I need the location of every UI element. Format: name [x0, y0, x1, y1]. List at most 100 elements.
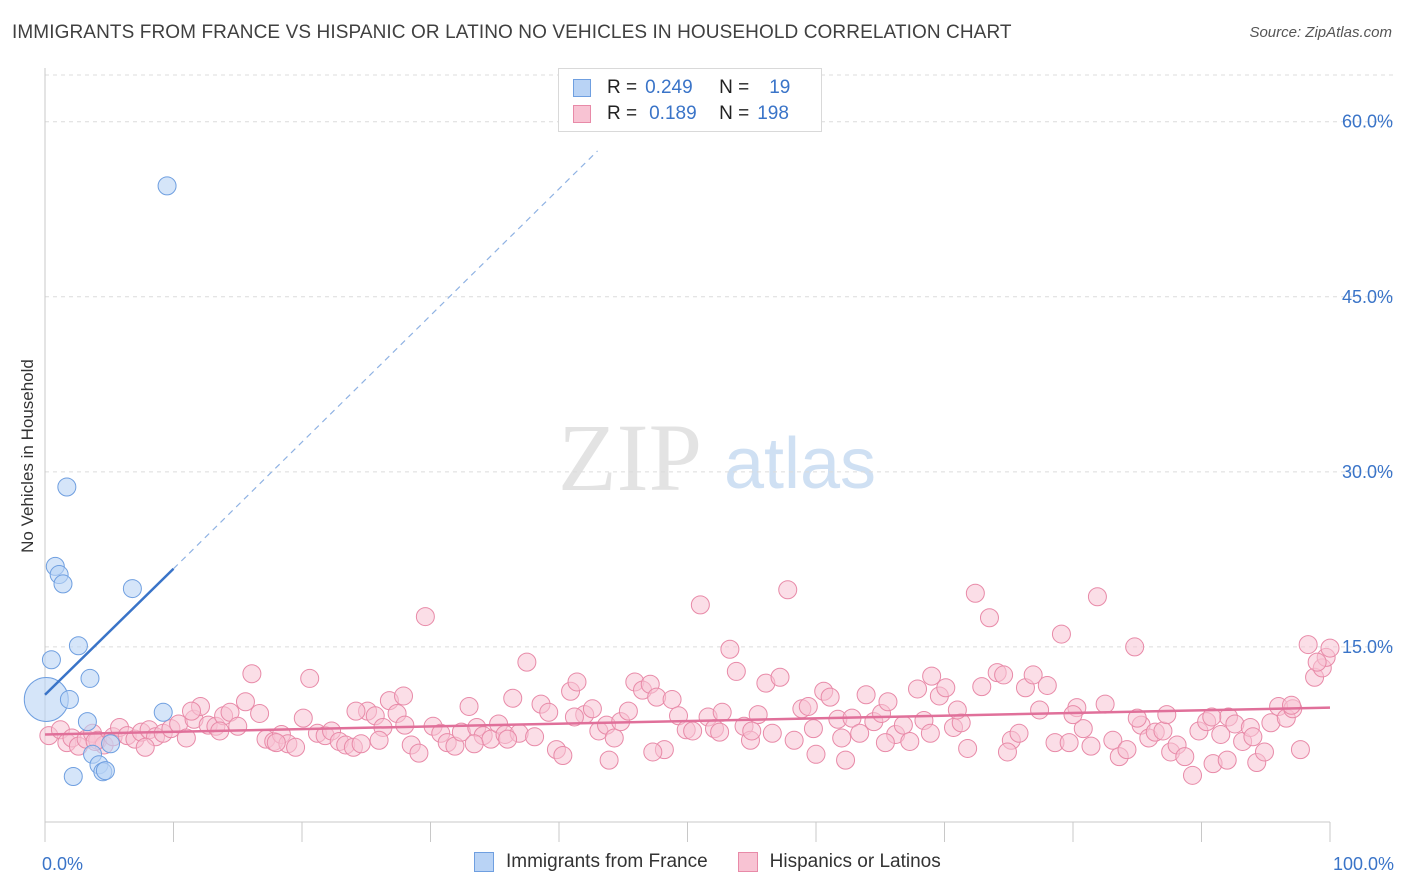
- hispanic-point: [1298, 635, 1318, 655]
- hispanic-point: [875, 733, 895, 753]
- france-point: [101, 734, 121, 754]
- hispanic-point: [784, 730, 804, 750]
- hispanic-point: [712, 702, 732, 722]
- hispanic-point: [351, 734, 371, 754]
- hispanic-point: [662, 689, 682, 709]
- legend-n-value-hispanic: 198: [757, 103, 789, 124]
- hispanic-point: [856, 685, 876, 705]
- hispanic-point: [798, 696, 818, 716]
- france-trend-extension: [173, 150, 598, 570]
- hispanic-point: [242, 664, 262, 684]
- hispanic-point: [690, 595, 710, 615]
- hispanic-point: [683, 721, 703, 741]
- legend-n-label: N =: [719, 103, 750, 124]
- hispanic-point: [618, 701, 638, 721]
- legend-swatch-hispanic: [573, 105, 591, 123]
- france-point: [59, 689, 79, 709]
- hispanic-point: [394, 686, 414, 706]
- hispanic-point: [836, 750, 856, 770]
- hispanic-point: [135, 737, 155, 757]
- hispanic-point: [1153, 721, 1173, 741]
- legend-item-hispanic[interactable]: Hispanics or Latinos: [737, 851, 941, 873]
- hispanic-point: [250, 703, 270, 723]
- hispanic-point: [922, 666, 942, 686]
- hispanic-point: [726, 661, 746, 681]
- hispanic-point: [710, 722, 730, 742]
- hispanic-point: [286, 737, 306, 757]
- y-tick-label: 30.0%: [1342, 462, 1393, 482]
- hispanic-point: [498, 729, 518, 749]
- hispanic-point: [762, 723, 782, 743]
- watermark-atlas: atlas: [724, 424, 876, 504]
- france-point: [57, 477, 77, 497]
- legend-row-hispanic: R = 0.189 N = 198: [573, 103, 789, 125]
- legend-label-france: Immigrants from France: [506, 851, 708, 872]
- hispanic-point: [1157, 705, 1177, 725]
- hispanic-point: [1095, 694, 1115, 714]
- france-point: [63, 766, 83, 786]
- france-point: [157, 176, 177, 196]
- hispanic-point: [878, 692, 898, 712]
- legend-label-hispanic: Hispanics or Latinos: [769, 851, 941, 872]
- hispanic-point: [770, 667, 790, 687]
- hispanic-point: [979, 608, 999, 628]
- hispanic-point: [1073, 719, 1093, 739]
- legend-swatch-france: [573, 79, 591, 97]
- legend-swatch-france: [474, 852, 494, 872]
- hispanic-point: [994, 665, 1014, 685]
- hispanic-point: [300, 668, 320, 688]
- legend-swatch-hispanic: [737, 852, 758, 872]
- hispanic-point: [778, 580, 798, 600]
- legend-item-france[interactable]: Immigrants from France: [474, 851, 708, 873]
- france-point: [80, 668, 100, 688]
- hispanic-point: [266, 733, 286, 753]
- legend-row-france: R = 0.249 N = 19: [573, 77, 790, 99]
- legend-r-label: R =: [607, 77, 638, 98]
- hispanic-point: [369, 730, 389, 750]
- hispanic-point: [567, 672, 587, 692]
- hispanic-point: [176, 728, 196, 748]
- hispanic-point: [525, 727, 545, 747]
- hispanic-point: [1030, 700, 1050, 720]
- hispanic-point: [582, 699, 602, 719]
- y-tick-label: 15.0%: [1342, 637, 1393, 657]
- hispanic-point: [1103, 730, 1123, 750]
- y-tick-label: 60.0%: [1342, 112, 1393, 132]
- source-note: Source: ZipAtlas.com: [1249, 24, 1392, 41]
- hispanic-point: [464, 734, 484, 754]
- hispanic-point: [1320, 638, 1340, 658]
- hispanic-point: [228, 716, 248, 736]
- hispanic-point: [1051, 624, 1071, 644]
- hispanic-point: [806, 744, 826, 764]
- hispanic-point: [803, 719, 823, 739]
- hispanic-point: [1254, 742, 1274, 762]
- hispanic-point: [850, 723, 870, 743]
- hispanic-point: [1059, 733, 1079, 753]
- hispanic-point: [1117, 740, 1137, 760]
- hispanic-point: [1225, 714, 1245, 734]
- france-point: [53, 574, 73, 594]
- correlation-legend: R = 0.249 N = 19 R = 0.189 N = 198: [558, 68, 822, 132]
- hispanic-point: [1023, 665, 1043, 685]
- hispanic-point: [936, 678, 956, 698]
- france-point: [77, 712, 97, 732]
- hispanic-point: [553, 745, 573, 765]
- series-legend: Immigrants from France Hispanics or Lati…: [474, 851, 971, 873]
- france-trend-line: [44, 567, 175, 696]
- hispanic-point: [235, 692, 255, 712]
- legend-r-value-france: 0.249: [645, 77, 693, 98]
- hispanic-point: [965, 583, 985, 603]
- hispanic-point: [293, 708, 313, 728]
- hispanic-point: [1175, 747, 1195, 767]
- hispanic-point: [1127, 708, 1147, 728]
- x-tick-label-min: 0.0%: [42, 854, 83, 874]
- hispanic-point: [599, 750, 619, 770]
- hispanic-point: [1211, 724, 1231, 744]
- hispanic-point: [1217, 750, 1237, 770]
- hispanic-point: [900, 731, 920, 751]
- hispanic-point: [1081, 736, 1101, 756]
- hispanic-trend-line: [44, 706, 1331, 736]
- hispanic-point: [997, 742, 1017, 762]
- france-point: [122, 579, 142, 599]
